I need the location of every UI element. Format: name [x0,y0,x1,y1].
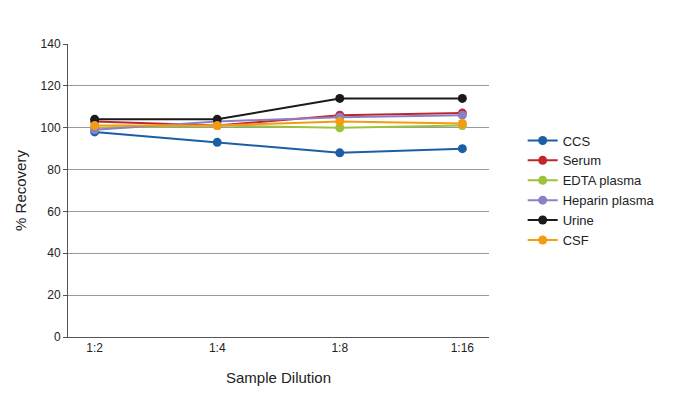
svg-text:140: 140 [41,37,61,51]
svg-text:40: 40 [47,246,61,260]
svg-text:20: 20 [47,288,61,302]
svg-text:1:4: 1:4 [209,341,226,355]
svg-text:80: 80 [47,163,61,177]
svg-text:Sample Dilution: Sample Dilution [226,369,331,386]
svg-text:60: 60 [47,205,61,219]
svg-text:120: 120 [41,79,61,93]
svg-text:1:8: 1:8 [331,341,348,355]
svg-text:% Recovery: % Recovery [12,150,29,231]
svg-text:100: 100 [41,121,61,135]
svg-text:CSF: CSF [563,233,589,248]
svg-text:1:16: 1:16 [451,341,475,355]
svg-text:Urine: Urine [563,213,594,228]
svg-text:Heparin plasma: Heparin plasma [563,193,655,208]
svg-text:1:2: 1:2 [86,341,103,355]
svg-text:0: 0 [54,330,61,344]
svg-text:CCS: CCS [563,134,591,149]
svg-text:Serum: Serum [563,153,601,168]
svg-text:EDTA plasma: EDTA plasma [563,173,642,188]
